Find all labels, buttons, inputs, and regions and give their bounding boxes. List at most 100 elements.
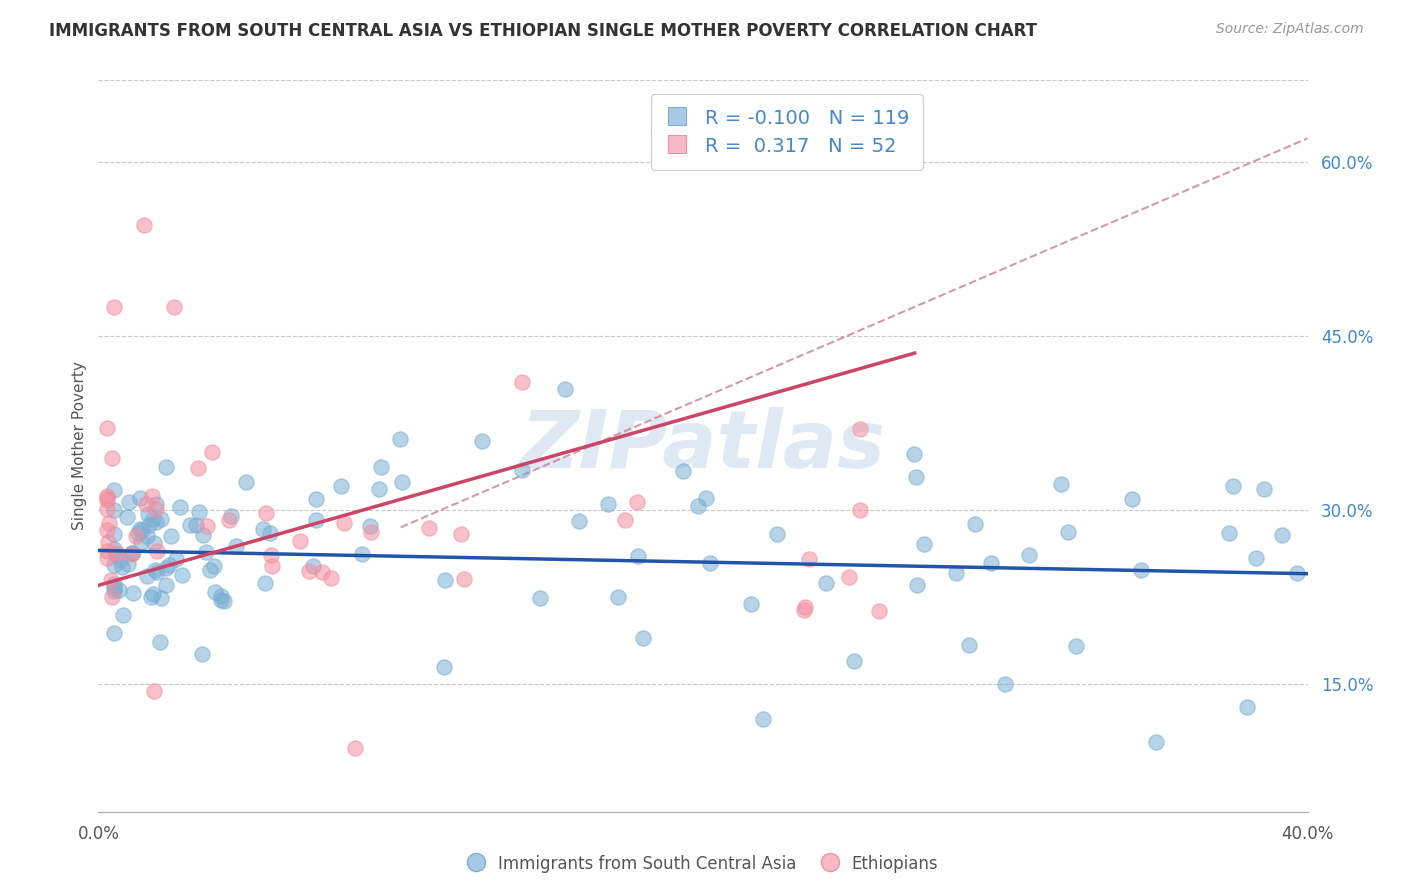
- Point: [103, 583, 125, 598]
- Point: [139, 591, 162, 605]
- Point: [510, 375, 533, 389]
- Point: [350, 547, 373, 561]
- Point: [344, 740, 367, 755]
- Point: [103, 300, 125, 314]
- Point: [765, 527, 787, 541]
- Point: [311, 565, 333, 579]
- Point: [844, 654, 866, 668]
- Point: [259, 525, 281, 540]
- Point: [450, 526, 472, 541]
- Point: [849, 503, 872, 517]
- Point: [1285, 566, 1308, 580]
- Point: [111, 560, 134, 574]
- Point: [1121, 492, 1143, 507]
- Point: [103, 625, 125, 640]
- Point: [138, 518, 160, 533]
- Point: [143, 684, 166, 698]
- Point: [209, 593, 232, 607]
- Point: [209, 589, 232, 603]
- Point: [143, 563, 166, 577]
- Point: [96, 421, 118, 435]
- Point: [626, 495, 648, 509]
- Point: [141, 489, 163, 503]
- Point: [1218, 525, 1240, 540]
- Point: [136, 507, 159, 521]
- Point: [115, 510, 138, 524]
- Point: [125, 529, 148, 543]
- Point: [1049, 477, 1071, 491]
- Point: [128, 491, 150, 505]
- Point: [298, 564, 321, 578]
- Point: [965, 516, 987, 531]
- Point: [100, 573, 122, 587]
- Point: [146, 543, 169, 558]
- Point: [793, 600, 815, 615]
- Point: [370, 460, 392, 475]
- Point: [200, 563, 222, 577]
- Point: [143, 536, 166, 550]
- Y-axis label: Single Mother Poverty: Single Mother Poverty: [72, 361, 87, 531]
- Point: [96, 492, 118, 507]
- Point: [136, 529, 159, 543]
- Point: [195, 519, 218, 533]
- Point: [145, 497, 167, 511]
- Point: [184, 518, 207, 533]
- Point: [554, 383, 576, 397]
- Point: [1236, 700, 1258, 714]
- Point: [157, 558, 180, 573]
- Point: [103, 527, 125, 541]
- Point: [905, 578, 928, 592]
- Point: [105, 549, 128, 563]
- Text: Source: ZipAtlas.com: Source: ZipAtlas.com: [1216, 22, 1364, 37]
- Point: [1271, 528, 1294, 542]
- Point: [219, 509, 242, 524]
- Point: [994, 677, 1017, 691]
- Point: [103, 558, 125, 573]
- Point: [302, 559, 325, 574]
- Point: [957, 638, 980, 652]
- Point: [201, 445, 224, 459]
- Point: [254, 575, 277, 590]
- Point: [155, 577, 177, 591]
- Point: [118, 495, 141, 509]
- Point: [1244, 550, 1267, 565]
- Point: [391, 475, 413, 490]
- Point: [146, 565, 169, 579]
- Point: [1018, 548, 1040, 562]
- Point: [360, 525, 382, 540]
- Point: [838, 570, 860, 584]
- Point: [799, 552, 821, 566]
- Point: [103, 542, 125, 557]
- Text: IMMIGRANTS FROM SOUTH CENTRAL ASIA VS ETHIOPIAN SINGLE MOTHER POVERTY CORRELATIO: IMMIGRANTS FROM SOUTH CENTRAL ASIA VS ET…: [49, 22, 1038, 40]
- Point: [145, 515, 167, 529]
- Point: [235, 475, 257, 490]
- Point: [980, 556, 1002, 570]
- Point: [453, 572, 475, 586]
- Point: [903, 447, 925, 461]
- Point: [305, 492, 328, 507]
- Point: [262, 558, 284, 573]
- Point: [96, 523, 118, 537]
- Point: [740, 597, 762, 611]
- Point: [1066, 639, 1088, 653]
- Point: [108, 553, 131, 567]
- Legend: R = -0.100   N = 119, R =  0.317   N = 52: R = -0.100 N = 119, R = 0.317 N = 52: [651, 94, 922, 170]
- Point: [849, 422, 872, 436]
- Text: ZIPatlas: ZIPatlas: [520, 407, 886, 485]
- Point: [142, 587, 165, 601]
- Point: [1253, 482, 1275, 496]
- Point: [170, 567, 193, 582]
- Point: [254, 506, 277, 520]
- Point: [187, 505, 209, 519]
- Point: [129, 535, 152, 549]
- Point: [103, 502, 125, 516]
- Point: [596, 497, 619, 511]
- Point: [321, 571, 343, 585]
- Point: [163, 300, 186, 314]
- Point: [607, 590, 630, 604]
- Point: [190, 647, 212, 661]
- Legend: Immigrants from South Central Asia, Ethiopians: Immigrants from South Central Asia, Ethi…: [461, 848, 945, 880]
- Point: [752, 712, 775, 726]
- Point: [225, 540, 247, 554]
- Point: [179, 517, 201, 532]
